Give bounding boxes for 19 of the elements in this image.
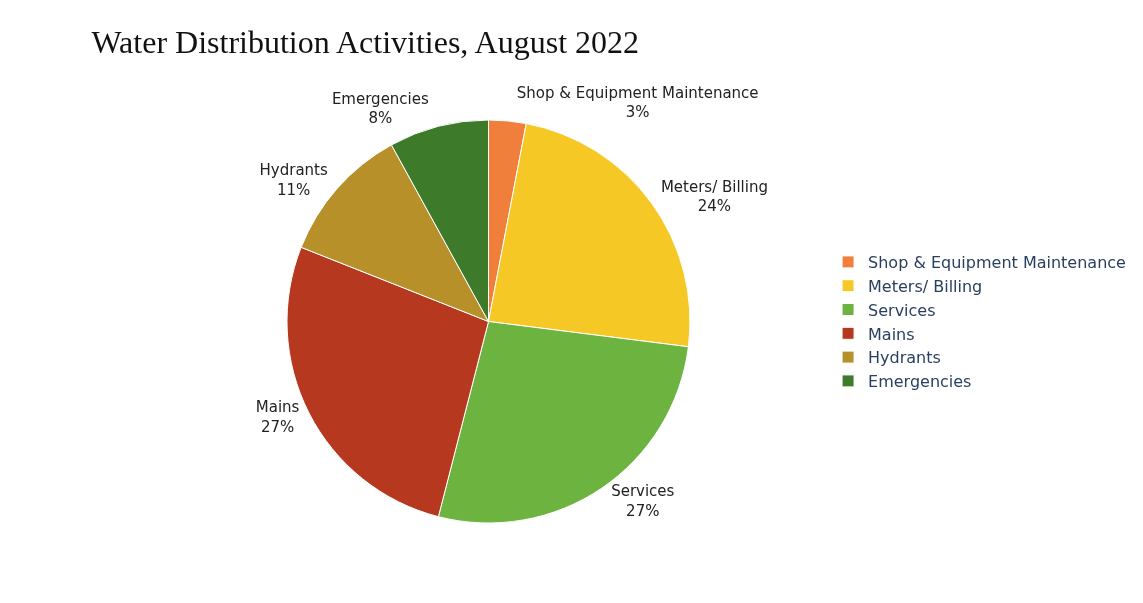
slice-label: Mains [255, 398, 300, 417]
legend-label: Meters/ Billing [868, 276, 983, 296]
legend-label: Services [868, 300, 936, 320]
data-label: 3% [625, 103, 650, 122]
chart-title: Water Distribution Activities, August 2022 [91, 23, 640, 60]
legend-label: Mains [868, 324, 915, 344]
data-label: 11% [277, 180, 311, 199]
data-label: 8% [368, 109, 393, 128]
slice-label: Emergencies [331, 89, 430, 108]
data-label: 27% [260, 417, 295, 436]
data-label: 27% [626, 501, 660, 520]
legend-label: Hydrants [868, 348, 941, 368]
slice-label: Hydrants [259, 161, 328, 180]
slice-label: Meters/ Billing [660, 177, 768, 196]
legend-label: Shop & Equipment Maintenance [868, 253, 1126, 273]
data-label: 24% [697, 197, 732, 216]
slice-label: Services [611, 482, 675, 501]
slice-label: Shop & Equipment Maintenance [516, 83, 759, 102]
legend-label: Emergencies [868, 372, 972, 392]
